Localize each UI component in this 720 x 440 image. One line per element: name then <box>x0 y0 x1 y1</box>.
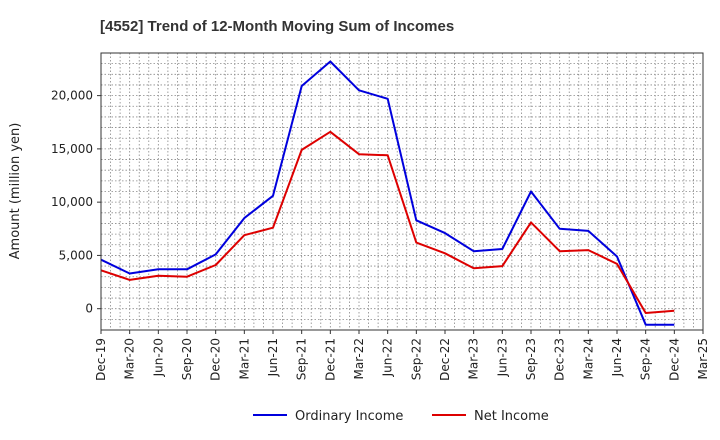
x-tick-label: Dec-22 <box>438 338 452 381</box>
chart-title: [4552] Trend of 12-Month Moving Sum of I… <box>100 18 454 35</box>
series-line <box>100 130 675 314</box>
x-tick-label: Sep-23 <box>524 338 538 380</box>
series-line <box>100 60 675 326</box>
x-tick-label: Mar-20 <box>123 338 137 379</box>
x-tick-label: Dec-19 <box>94 338 108 381</box>
x-tick-label: Sep-22 <box>409 338 423 380</box>
x-tick-label: Jun-21 <box>266 338 280 377</box>
x-tick-label: Dec-21 <box>323 338 337 381</box>
series-lines <box>100 60 675 326</box>
y-tick-label: 20,000 <box>51 89 93 103</box>
x-tick-label: Sep-21 <box>295 338 309 380</box>
x-tick-label: Jun-23 <box>495 338 509 377</box>
legend-label: Net Income <box>474 409 549 424</box>
x-tick-label: Jun-20 <box>151 338 165 377</box>
x-tick-label: Sep-20 <box>180 338 194 380</box>
legend: Ordinary Income Net Income <box>253 409 549 424</box>
x-tick-label: Jun-24 <box>610 338 624 377</box>
x-tick-label: Dec-23 <box>553 338 567 381</box>
y-axis: 0 5,000 10,000 15,000 20,000 <box>51 89 101 316</box>
x-tick-label: Jun-22 <box>381 338 395 377</box>
y-tick-label: 0 <box>85 302 93 316</box>
x-tick-label: Mar-23 <box>467 338 481 379</box>
x-tick-label: Mar-24 <box>581 338 595 379</box>
legend-label: Ordinary Income <box>295 409 403 424</box>
x-axis: Dec-19 Mar-20 Jun-20 Sep-20 Dec-20 Mar-21 Jun-… <box>94 330 710 381</box>
y-tick-label: 10,000 <box>51 195 93 209</box>
y-tick-label: 15,000 <box>51 142 93 156</box>
grid <box>101 53 703 330</box>
x-tick-label: Dec-20 <box>209 338 223 381</box>
x-tick-label: Mar-21 <box>237 338 251 379</box>
x-tick-label: Mar-25 <box>696 338 710 379</box>
x-tick-label: Mar-22 <box>352 338 366 379</box>
plot-frame <box>100 52 704 331</box>
x-tick-label: Dec-24 <box>667 338 681 381</box>
y-tick-label: 5,000 <box>59 248 93 262</box>
y-axis-label: Amount (million yen) <box>8 123 23 260</box>
x-tick-label: Sep-24 <box>639 338 653 380</box>
